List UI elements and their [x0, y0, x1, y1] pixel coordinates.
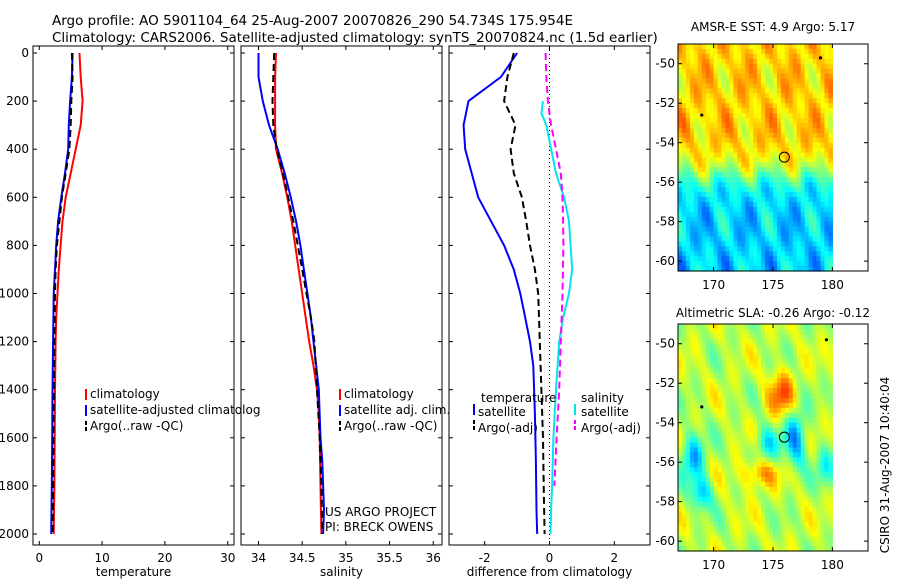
series-line: [271, 52, 324, 535]
small-marker: [700, 113, 704, 117]
y-tick-label: -52: [655, 96, 675, 110]
y-tick-label: -58: [655, 215, 675, 229]
y-tick-label: -50: [655, 57, 675, 71]
series-line: [503, 52, 546, 535]
y-tick-label: 1000: [0, 287, 29, 301]
map-title: Altimetric SLA: -0.26 Argo: -0.12: [676, 306, 870, 320]
x-tick-label: 34: [251, 551, 266, 565]
legend-label: satellite: [478, 405, 526, 419]
x-tick-label: 10: [94, 551, 109, 565]
y-tick-label: 1200: [0, 335, 29, 349]
y-tick-label: 1800: [0, 479, 29, 493]
x-tick-label: 175: [762, 278, 785, 292]
y-tick-label: 1600: [0, 431, 29, 445]
map-raster: [678, 324, 833, 552]
x-axis-label: salinity: [320, 565, 363, 579]
series-line: [274, 52, 323, 535]
legend-label: Argo(..raw -QC): [344, 419, 437, 433]
legend-label: climatology: [344, 387, 414, 401]
legend-label: Argo(-adj): [478, 421, 538, 435]
map-title: AMSR-E SST: 4.9 Argo: 5.17: [691, 20, 855, 34]
y-tick-label: -56: [655, 175, 675, 189]
series-line: [544, 52, 565, 486]
y-tick-label: 2000: [0, 527, 29, 541]
argo-location-marker: [778, 431, 790, 443]
legend-label: climatology: [90, 387, 160, 401]
map-amsre-sst: AMSR-E SST: 4.9 Argo: 5.17 170 175 180 -50 -5…: [655, 20, 869, 292]
figure-title-line1: Argo profile: AO 5901104_64 25-Aug-2007 …: [52, 13, 574, 29]
panel-frame: [32, 45, 235, 546]
y-tick-label: 800: [6, 238, 29, 252]
small-marker: [700, 405, 704, 409]
x-tick-label: 34.5: [289, 551, 316, 565]
x-tick-label: 0: [546, 551, 554, 565]
map-raster: [678, 44, 833, 272]
x-axis-label: temperature: [96, 565, 171, 579]
legend-label: Argo(-adj): [581, 421, 641, 435]
x-tick-label: 180: [821, 558, 844, 572]
legend-label: satellite-adjusted climatolog: [90, 403, 260, 417]
y-tick-label: -54: [655, 416, 675, 430]
y-tick-label: -54: [655, 136, 675, 150]
x-tick-label: 180: [821, 278, 844, 292]
y-tick-label: -50: [655, 337, 675, 351]
legend-label: satellite: [581, 405, 629, 419]
y-tick-label: -52: [655, 376, 675, 390]
annotation-pi: PI: BRECK OWENS: [325, 520, 433, 534]
x-tick-label: 2: [611, 551, 619, 565]
x-tick-label: -2: [479, 551, 491, 565]
series-line: [257, 53, 325, 535]
panel-salinity: 34 34.5 35 35.5 36 salinity climatology satelli…: [240, 45, 450, 579]
x-tick-label: 30: [220, 551, 235, 565]
legend-label: Argo(..raw -QC): [90, 419, 183, 433]
series-line: [462, 52, 539, 535]
series-line: [540, 100, 574, 535]
small-marker: [818, 56, 823, 60]
series-line: [52, 52, 84, 535]
x-tick-label: 0: [35, 551, 43, 565]
y-tick-label: 400: [6, 142, 29, 156]
y-tick-label: -60: [655, 534, 675, 548]
panel-frame: [240, 45, 443, 546]
y-tick-label: 1400: [0, 383, 29, 397]
panel-temperature: 0 10 20 30 0 200 400 600 800 1000 1200 1400 1600 1800…: [0, 45, 260, 579]
figure-title-line2: Climatology: CARS2006. Satellite-adjuste…: [52, 30, 658, 46]
y-tick-label: 200: [6, 94, 29, 108]
series-line: [51, 52, 74, 535]
x-tick-label: 175: [762, 558, 785, 572]
y-tick-label: -56: [655, 455, 675, 469]
y-tick-label: -58: [655, 495, 675, 509]
timestamp-side-label: CSIRO 31-Aug-2007 10:40:04: [878, 377, 892, 553]
legend-heading: temperature: [481, 391, 556, 405]
y-tick-label: -60: [655, 254, 675, 268]
argo-location-marker: [778, 151, 790, 163]
x-tick-label: 35: [338, 551, 353, 565]
x-tick-label: 36: [426, 551, 441, 565]
y-tick-label: 0: [21, 46, 29, 60]
x-tick-label: 35.5: [376, 551, 403, 565]
x-tick-label: 170: [702, 278, 725, 292]
x-axis-label: difference from climatology: [467, 565, 633, 579]
legend-label: satellite adj. clim.: [344, 403, 450, 417]
annotation-project: US ARGO PROJECT: [325, 505, 437, 519]
legend-heading: salinity: [581, 391, 624, 405]
map-altimetric-sla: Altimetric SLA: -0.26 Argo: -0.12 170 175 1…: [655, 306, 870, 572]
y-tick-label: 600: [6, 190, 29, 204]
small-marker: [824, 338, 829, 342]
x-tick-label: 20: [157, 551, 172, 565]
x-tick-label: 170: [702, 558, 725, 572]
